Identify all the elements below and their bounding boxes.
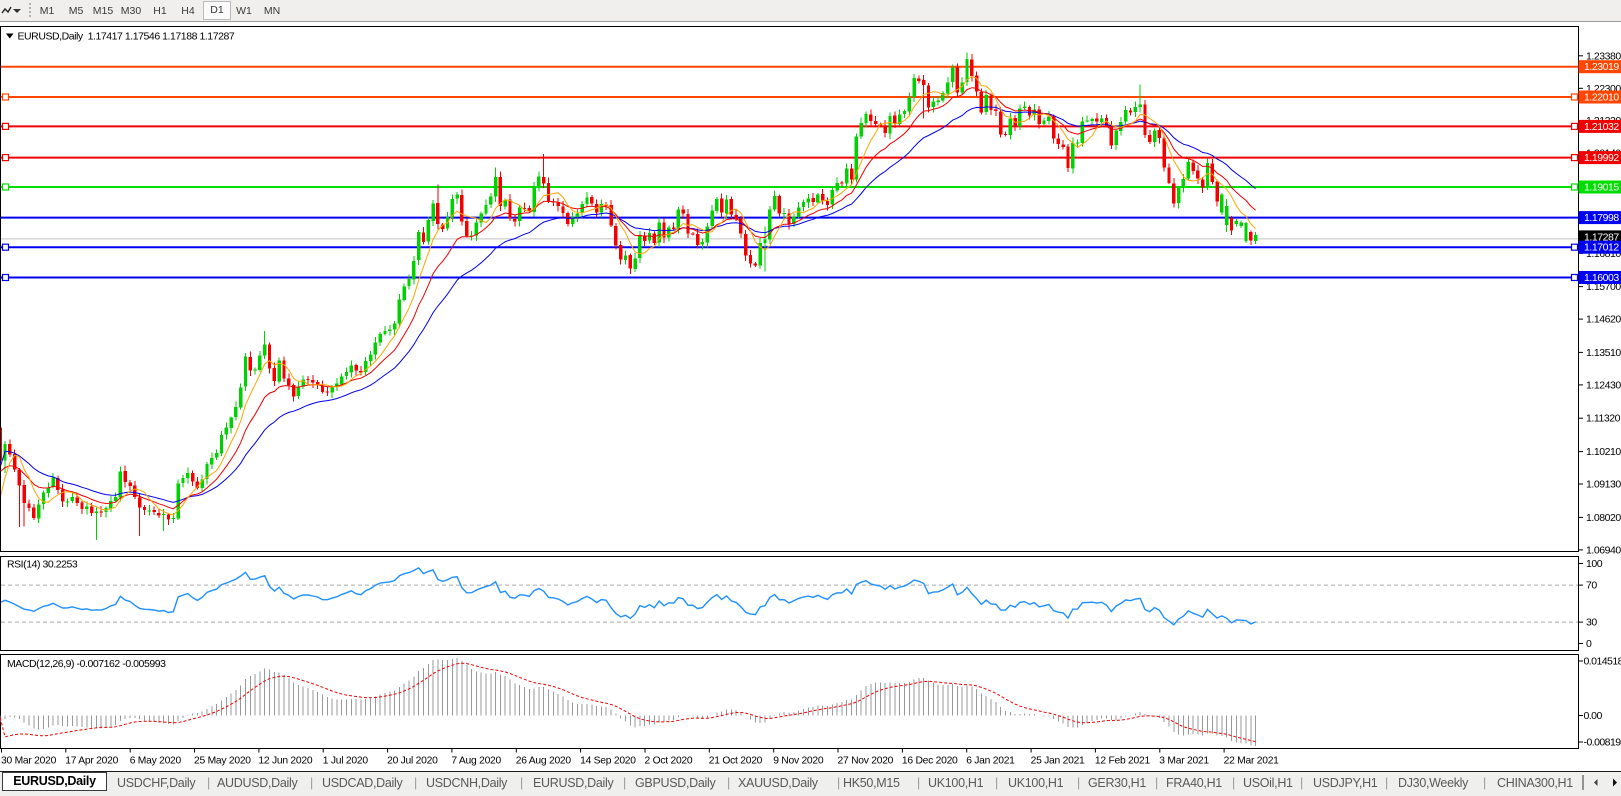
svg-text:1.22010: 1.22010 (1584, 92, 1619, 104)
svg-text:26 Aug 2020: 26 Aug 2020 (516, 756, 572, 767)
svg-text:22 Mar 2021: 22 Mar 2021 (1224, 756, 1280, 767)
svg-text:1.13510: 1.13510 (1586, 347, 1621, 359)
svg-text:27 Nov 2020: 27 Nov 2020 (838, 756, 894, 767)
svg-text:20 Jul 2020: 20 Jul 2020 (387, 756, 438, 767)
svg-text:6 Jan 2021: 6 Jan 2021 (966, 756, 1015, 767)
svg-text:1.16003: 1.16003 (1584, 272, 1619, 284)
svg-text:9 Nov 2020: 9 Nov 2020 (773, 756, 824, 767)
svg-text:1.12430: 1.12430 (1586, 379, 1621, 391)
svg-text:EURUSD,Daily 1.17417 1.17546: EURUSD,Daily 1.17417 1.17546 1.17188 1.1… (18, 31, 235, 43)
svg-text:2 Oct 2020: 2 Oct 2020 (645, 756, 693, 767)
svg-text:21 Oct 2020: 21 Oct 2020 (709, 756, 763, 767)
svg-text:1 Jul 2020: 1 Jul 2020 (323, 756, 369, 767)
svg-text:25 Jan 2021: 25 Jan 2021 (1031, 756, 1085, 767)
svg-text:1.10210: 1.10210 (1586, 446, 1621, 458)
svg-text:1.14620: 1.14620 (1586, 314, 1621, 326)
svg-text:100: 100 (1586, 558, 1603, 570)
svg-text:1.06940: 1.06940 (1586, 544, 1621, 556)
svg-text:70: 70 (1586, 580, 1597, 592)
svg-text:1.09130: 1.09130 (1586, 479, 1621, 491)
svg-text:17 Apr 2020: 17 Apr 2020 (65, 756, 118, 767)
svg-text:16 Dec 2020: 16 Dec 2020 (902, 756, 958, 767)
svg-text:1.23019: 1.23019 (1584, 61, 1619, 73)
svg-text:1.08020: 1.08020 (1586, 512, 1621, 524)
svg-text:0.014518: 0.014518 (1584, 656, 1621, 668)
svg-text:1.11320: 1.11320 (1586, 413, 1621, 425)
svg-text:1.21032: 1.21032 (1584, 121, 1619, 133)
svg-text:1.17012: 1.17012 (1584, 242, 1619, 254)
svg-text:3 Mar 2021: 3 Mar 2021 (1159, 756, 1209, 767)
svg-text:-0.008194: -0.008194 (1584, 737, 1621, 749)
svg-text:RSI(14) 30.2253: RSI(14) 30.2253 (7, 559, 78, 571)
svg-text:1.19992: 1.19992 (1584, 152, 1619, 164)
svg-text:1.19015: 1.19015 (1584, 182, 1619, 194)
svg-text:30: 30 (1586, 617, 1597, 629)
svg-text:MACD(12,26,9) -0.007162 -0.005: MACD(12,26,9) -0.007162 -0.005993 (7, 658, 166, 670)
svg-text:25 May 2020: 25 May 2020 (194, 756, 251, 767)
svg-text:0: 0 (1586, 638, 1592, 650)
svg-text:0.00: 0.00 (1584, 710, 1603, 722)
svg-text:12 Jun 2020: 12 Jun 2020 (258, 756, 312, 767)
svg-text:6 May 2020: 6 May 2020 (130, 756, 182, 767)
svg-text:14 Sep 2020: 14 Sep 2020 (580, 756, 636, 767)
svg-text:30 Mar 2020: 30 Mar 2020 (1, 756, 57, 767)
svg-text:1.17998: 1.17998 (1584, 212, 1619, 224)
svg-text:7 Aug 2020: 7 Aug 2020 (451, 756, 501, 767)
svg-text:12 Feb 2021: 12 Feb 2021 (1095, 756, 1151, 767)
